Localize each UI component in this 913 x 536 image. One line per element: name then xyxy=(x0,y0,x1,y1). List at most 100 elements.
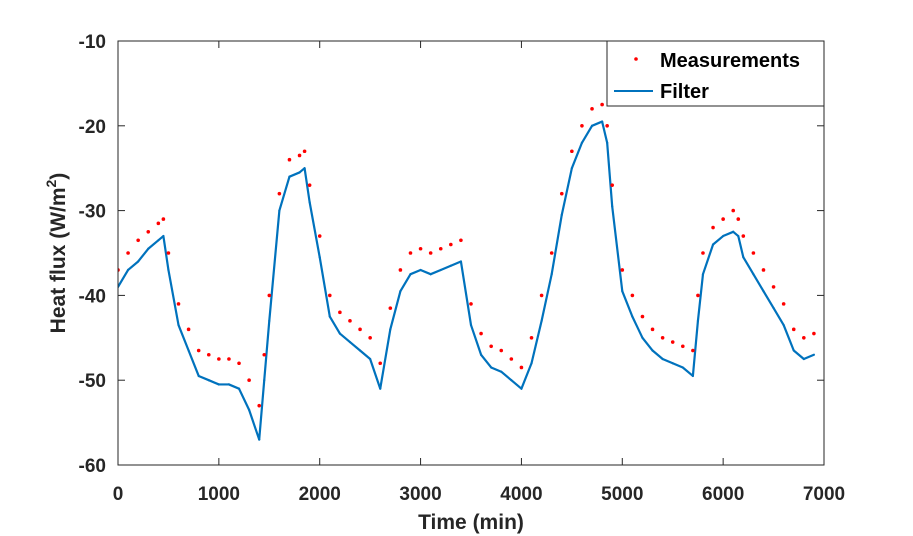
x-tick-label-6000: 6000 xyxy=(702,484,744,505)
measurement-point xyxy=(328,293,332,298)
y-tick-label--50: -50 xyxy=(79,371,106,392)
measurement-point xyxy=(610,183,614,187)
measurement-point xyxy=(338,310,342,315)
filter-segment xyxy=(419,268,432,276)
filter-segment xyxy=(439,264,452,272)
filter-segment xyxy=(540,273,553,322)
filter-segment xyxy=(479,353,493,369)
x-tick-label-2000: 2000 xyxy=(299,484,341,505)
filter-segment xyxy=(237,387,251,411)
filter-segment xyxy=(792,349,805,361)
filter-segment xyxy=(696,273,705,322)
measurement-point xyxy=(297,153,302,158)
legend: Measurements Filter xyxy=(606,40,825,107)
filter-segment xyxy=(248,408,261,441)
measurement-point xyxy=(267,293,272,298)
y-axis-title-superscript: 2 xyxy=(43,179,59,187)
filter-segment xyxy=(530,319,543,365)
measurement-point xyxy=(307,183,312,187)
filter-segment xyxy=(147,239,160,250)
filter-segment xyxy=(701,243,715,276)
legend-label-filter: Filter xyxy=(660,81,709,103)
filter-segment xyxy=(711,234,725,246)
filter-segment xyxy=(118,268,130,289)
y-axis-title-end: ) xyxy=(47,173,70,180)
filter-segment xyxy=(207,379,220,386)
filter-segment xyxy=(500,370,513,382)
filter-segment xyxy=(369,357,382,390)
x-tick-label-5000: 5000 xyxy=(601,484,643,505)
measurement-point xyxy=(358,327,362,332)
filter-segment xyxy=(197,374,210,382)
y-tick-label--60: -60 xyxy=(79,456,106,477)
measurement-point xyxy=(247,378,251,383)
measurement-point xyxy=(580,124,584,128)
x-tick-label-1000: 1000 xyxy=(198,484,240,505)
x-tick-label-4000: 4000 xyxy=(500,484,542,505)
x-axis: 0 1000 2000 3000 4000 5000 6000 7000 xyxy=(113,41,845,505)
measurement-point xyxy=(781,302,786,306)
measurement-point xyxy=(161,217,166,221)
filter-segment xyxy=(429,268,442,276)
measurement-point xyxy=(812,331,816,336)
measurement-point xyxy=(590,107,594,111)
filter-segment xyxy=(162,234,170,272)
y-axis-title: Heat flux (W/m2) xyxy=(43,173,70,334)
measurement-point xyxy=(761,268,766,272)
filter-segment xyxy=(651,349,664,361)
measurement-point xyxy=(388,306,393,310)
filter-segment xyxy=(263,319,271,382)
legend-box xyxy=(606,40,825,107)
filter-segment xyxy=(520,362,533,390)
measurement-point xyxy=(186,327,191,332)
filter-segment xyxy=(358,349,372,361)
filter-segment xyxy=(469,323,483,356)
filter-segment xyxy=(348,340,362,352)
measurement-point xyxy=(802,336,806,340)
measurement-point xyxy=(499,348,504,353)
y-tick-label--20: -20 xyxy=(79,117,106,138)
measurement-point xyxy=(459,238,463,243)
filter-segment xyxy=(137,247,150,263)
measurement-point xyxy=(398,268,403,272)
y-axis: -60 -50 -40 -30 -20 -10 xyxy=(79,32,824,477)
measurement-point xyxy=(156,221,161,226)
measurement-point xyxy=(549,251,554,255)
measurement-point xyxy=(368,336,372,340)
filter-segment xyxy=(278,175,291,212)
filter-segment xyxy=(288,171,301,178)
filter-segment xyxy=(318,256,331,318)
filter-segment xyxy=(590,120,604,127)
measurement-point xyxy=(670,340,675,344)
measurement-point xyxy=(348,319,352,323)
measurement-point xyxy=(771,285,776,289)
measurement-point xyxy=(600,102,604,107)
measurement-point xyxy=(227,357,231,361)
measurement-point xyxy=(660,336,665,340)
measurement-point xyxy=(509,357,514,361)
measurement-point xyxy=(206,352,211,357)
filter-segment xyxy=(671,362,684,369)
measurement-point xyxy=(721,217,725,221)
filter-segment xyxy=(606,141,614,208)
filter-segment xyxy=(328,315,341,335)
x-tick-label-7000: 7000 xyxy=(803,484,845,505)
y-axis-title-main: Heat flux (W/m xyxy=(47,187,70,333)
filter-segment xyxy=(681,366,694,378)
measurement-point xyxy=(302,149,307,154)
filter-segment xyxy=(772,307,785,327)
filter-segment xyxy=(621,290,634,318)
plot-frame xyxy=(117,40,825,466)
measurement-point xyxy=(418,246,423,251)
filter-segment xyxy=(389,290,402,331)
measurement-point xyxy=(630,293,635,298)
filter-segment xyxy=(126,260,140,272)
measurement-point xyxy=(711,225,715,230)
measurement-point xyxy=(529,336,534,340)
filter-segment xyxy=(490,366,503,373)
filter-segment xyxy=(459,260,473,327)
y-tick-label--10: -10 xyxy=(79,32,106,53)
filter-segment xyxy=(308,201,321,259)
measurement-point xyxy=(287,157,292,162)
